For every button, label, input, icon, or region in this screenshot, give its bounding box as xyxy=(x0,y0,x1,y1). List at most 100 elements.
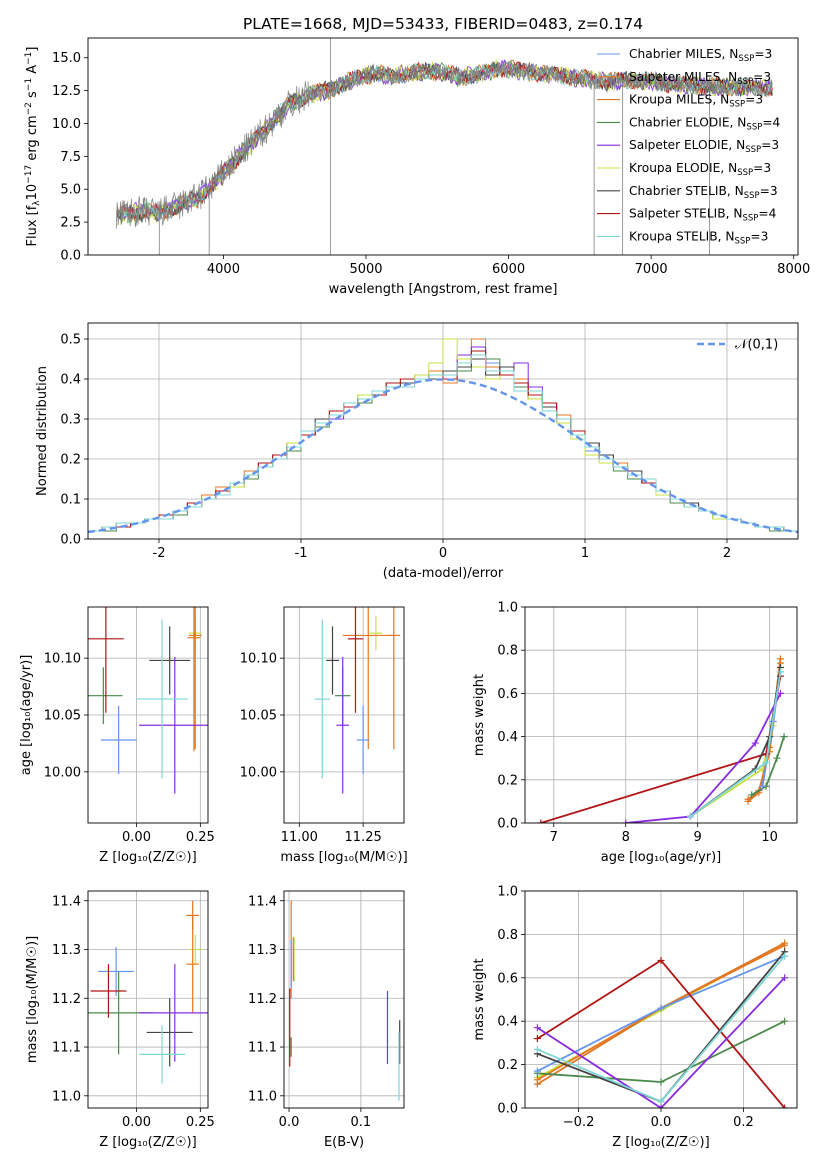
y-axis-label-part: −1 xyxy=(24,78,34,91)
y-tick-label: 10.00 xyxy=(44,765,81,780)
axes-frame xyxy=(283,606,405,824)
weight-marker xyxy=(657,956,665,964)
y-tick-label: 11.0 xyxy=(52,1089,81,1104)
y-tick-label: 2.5 xyxy=(60,216,81,231)
y-tick-label: 12.5 xyxy=(52,84,81,99)
legend-entry: Kroupa ELODIE, NSSP=3 xyxy=(629,161,771,178)
x-tick-label: −0.2 xyxy=(563,1115,595,1130)
y-tick-label: 0.1 xyxy=(60,493,81,508)
x-tick-label: 7 xyxy=(550,830,558,845)
y-tick-label: 11.3 xyxy=(248,943,277,958)
x-tick-label: 0.00 xyxy=(122,1115,151,1130)
weight-marker xyxy=(781,939,789,947)
legend-entry: Kroupa STELIB, NSSP=3 xyxy=(629,229,768,246)
y-tick-label: 0.0 xyxy=(60,249,81,264)
legend-entry: 𝒩(0,1) xyxy=(735,338,778,353)
legend-subscript: SSP xyxy=(737,77,753,87)
y-tick-label: 11.1 xyxy=(248,1041,277,1056)
weight-marker xyxy=(744,795,752,803)
weight-line xyxy=(690,658,782,818)
x-axis-label: Z [log₁₀(Z/Z☉)] xyxy=(612,1135,709,1150)
legend-entry: Chabrier ELODIE, NSSP=4 xyxy=(629,115,781,132)
weight-marker xyxy=(773,754,781,762)
weight-marker xyxy=(781,974,789,982)
legend-subscript: SSP xyxy=(744,191,760,201)
weight-marker xyxy=(533,1067,541,1075)
legend-entry: Salpeter ELODIE, NSSP=3 xyxy=(629,138,779,155)
axes-frame xyxy=(524,606,798,824)
error-bars xyxy=(88,900,208,1084)
error-bars xyxy=(289,900,401,1101)
legend-series-name: Salpeter ELODIE, N xyxy=(629,138,745,152)
residuals-histogram: -2 -1 0 1 2 0.0 0.1 0.2 0.3 0.4 0.5 (data-model)/er… xyxy=(35,322,799,581)
spectrum-lines xyxy=(116,38,773,255)
x-tick-label: 7000 xyxy=(635,262,668,277)
x-tick-label: 0.25 xyxy=(186,830,215,845)
x-tick-label: -2 xyxy=(153,546,166,561)
y-tick-label: 11.2 xyxy=(248,992,277,1007)
weight-marker xyxy=(748,791,756,799)
weight-marker xyxy=(758,782,766,790)
x-tick-label: 8000 xyxy=(777,262,810,277)
x-tick-label: 0.0 xyxy=(279,1115,300,1130)
weight-marker xyxy=(533,1080,541,1088)
legend-series-name: Salpeter STELIB, N xyxy=(629,207,742,221)
axes-frame xyxy=(87,606,209,824)
weight-marker xyxy=(762,759,770,767)
y-tick-label: 1.0 xyxy=(497,601,518,616)
weight-line xyxy=(540,675,782,823)
y-tick-label: 0.0 xyxy=(60,533,81,548)
weight-marker xyxy=(751,739,759,747)
weight-marker xyxy=(781,1104,789,1108)
legend-series-name: Kroupa ELODIE, N xyxy=(629,161,737,175)
y-tick-label: 10.10 xyxy=(44,652,81,667)
y-tick-label: 10.05 xyxy=(44,709,81,724)
weight-line xyxy=(536,977,786,1108)
weight-marker xyxy=(537,819,545,823)
y-tick-label: 11.3 xyxy=(52,943,81,958)
y-axis-label-part: −2 xyxy=(24,102,34,115)
y-tick-label: 0.2 xyxy=(497,1058,518,1073)
weight-marker xyxy=(622,819,630,823)
legend-subscript: SSP xyxy=(746,122,762,132)
y-axis-label-part: ] xyxy=(25,47,40,52)
y-tick-label: 0.6 xyxy=(497,687,518,702)
x-axis-label: Z [log₁₀(Z/Z☉)] xyxy=(99,850,196,865)
mass-vs-ebv-chart: 0.0 0.1 11.0 11.1 11.2 11.3 11.4 E(B-V) xyxy=(248,890,405,1150)
x-tick-label: 0.00 xyxy=(122,830,151,845)
y-axis-label-part: 10 xyxy=(25,184,40,201)
y-tick-label: 15.0 xyxy=(52,51,81,66)
x-tick-label: -1 xyxy=(295,546,308,561)
observed-spectrum-line xyxy=(116,61,773,229)
legend-nssp-value: =3 xyxy=(760,184,778,198)
axes-frame xyxy=(87,37,799,256)
weight-marker xyxy=(533,1035,541,1043)
legend-entry: Salpeter STELIB, NSSP=4 xyxy=(629,207,777,224)
legend-nssp-value: =3 xyxy=(753,161,771,175)
weight-marker xyxy=(781,1017,789,1025)
x-axis-label: (data-model)/error xyxy=(383,566,504,581)
error-bars xyxy=(88,607,208,794)
y-tick-label: 5.0 xyxy=(60,183,81,198)
legend-nssp-value: =3 xyxy=(761,138,779,152)
legend-series-name: Salpeter MILES, N xyxy=(629,70,737,84)
y-tick-label: 0.4 xyxy=(497,1015,518,1030)
y-tick-label: 10.10 xyxy=(240,652,277,667)
legend-nssp-value: =4 xyxy=(762,115,780,129)
x-tick-label: 10 xyxy=(761,830,778,845)
legend-entry: Chabrier STELIB, NSSP=3 xyxy=(629,184,778,201)
error-bars xyxy=(314,607,401,794)
weight-marker xyxy=(776,689,784,697)
weight-line xyxy=(751,736,785,796)
y-tick-label: 0.4 xyxy=(60,373,81,388)
y-tick-label: 10.00 xyxy=(240,765,277,780)
y-axis-label-part: Flux [f xyxy=(25,205,40,246)
y-tick-label: 11.4 xyxy=(248,894,277,909)
normal-distribution-curve xyxy=(88,378,798,534)
y-tick-label: 0.2 xyxy=(497,773,518,788)
weight-marker xyxy=(780,733,788,741)
weight-marker xyxy=(657,1097,665,1105)
legend-series-name: Chabrier ELODIE, N xyxy=(629,115,746,129)
y-tick-label: 1.0 xyxy=(497,885,518,900)
y-axis-label: Flux [fλ10−17 erg cm−2 s−1 A−1] xyxy=(24,47,42,247)
